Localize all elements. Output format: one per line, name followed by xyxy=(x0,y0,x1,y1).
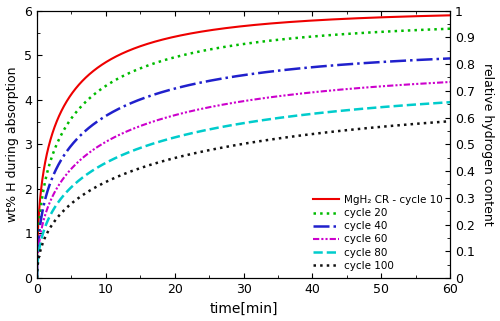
cycle 60 xyxy=(360,86,366,90)
cycle 100 xyxy=(34,276,40,280)
cycle 20 xyxy=(235,43,241,47)
Line: MgH₂ CR - cycle 10: MgH₂ CR - cycle 10 xyxy=(37,15,450,278)
Line: cycle 20: cycle 20 xyxy=(37,29,450,278)
cycle 80 xyxy=(224,124,230,128)
MgH₂ CR - cycle 10 xyxy=(435,14,441,18)
Legend: MgH₂ CR - cycle 10, cycle 20, cycle 40, cycle 60, cycle 80, cycle 100: MgH₂ CR - cycle 10, cycle 20, cycle 40, … xyxy=(308,191,447,275)
cycle 20 xyxy=(360,31,366,35)
cycle 40 xyxy=(435,57,441,61)
cycle 100 xyxy=(55,215,61,219)
cycle 20 xyxy=(435,27,441,31)
cycle 80 xyxy=(34,276,40,280)
cycle 60 xyxy=(235,100,241,104)
cycle 80 xyxy=(235,122,241,126)
MgH₂ CR - cycle 10 xyxy=(55,116,61,120)
cycle 100 xyxy=(447,119,453,123)
cycle 40 xyxy=(360,61,366,65)
cycle 40 xyxy=(435,57,441,61)
cycle 60 xyxy=(224,102,230,106)
cycle 80 xyxy=(55,201,61,204)
Line: cycle 80: cycle 80 xyxy=(37,102,450,278)
cycle 20 xyxy=(34,276,40,280)
Line: cycle 60: cycle 60 xyxy=(37,82,450,278)
MgH₂ CR - cycle 10 xyxy=(447,13,453,17)
cycle 40 xyxy=(34,276,40,280)
cycle 80 xyxy=(447,100,453,104)
cycle 40 xyxy=(447,56,453,60)
cycle 40 xyxy=(235,74,241,78)
cycle 40 xyxy=(55,163,61,167)
cycle 20 xyxy=(224,45,230,48)
MgH₂ CR - cycle 10 xyxy=(235,25,241,29)
Line: cycle 100: cycle 100 xyxy=(37,121,450,278)
cycle 60 xyxy=(55,184,61,188)
cycle 100 xyxy=(360,127,366,131)
cycle 60 xyxy=(435,81,441,84)
MgH₂ CR - cycle 10 xyxy=(360,16,366,20)
cycle 100 xyxy=(435,120,441,124)
X-axis label: time[min]: time[min] xyxy=(210,301,278,316)
cycle 20 xyxy=(447,27,453,30)
cycle 60 xyxy=(34,276,40,280)
Y-axis label: wt% H during absorption: wt% H during absorption xyxy=(6,66,18,222)
cycle 100 xyxy=(435,120,441,124)
cycle 80 xyxy=(435,101,441,105)
Line: cycle 40: cycle 40 xyxy=(37,58,450,278)
cycle 40 xyxy=(224,76,230,80)
MgH₂ CR - cycle 10 xyxy=(435,14,441,18)
MgH₂ CR - cycle 10 xyxy=(34,276,40,280)
cycle 100 xyxy=(224,145,230,149)
MgH₂ CR - cycle 10 xyxy=(224,26,230,30)
cycle 100 xyxy=(235,143,241,147)
Y-axis label: relative hydrogen content: relative hydrogen content xyxy=(482,63,494,226)
cycle 20 xyxy=(435,27,441,31)
cycle 60 xyxy=(435,81,441,85)
cycle 60 xyxy=(447,80,453,84)
cycle 20 xyxy=(55,139,61,143)
cycle 80 xyxy=(435,101,441,105)
cycle 80 xyxy=(360,107,366,111)
